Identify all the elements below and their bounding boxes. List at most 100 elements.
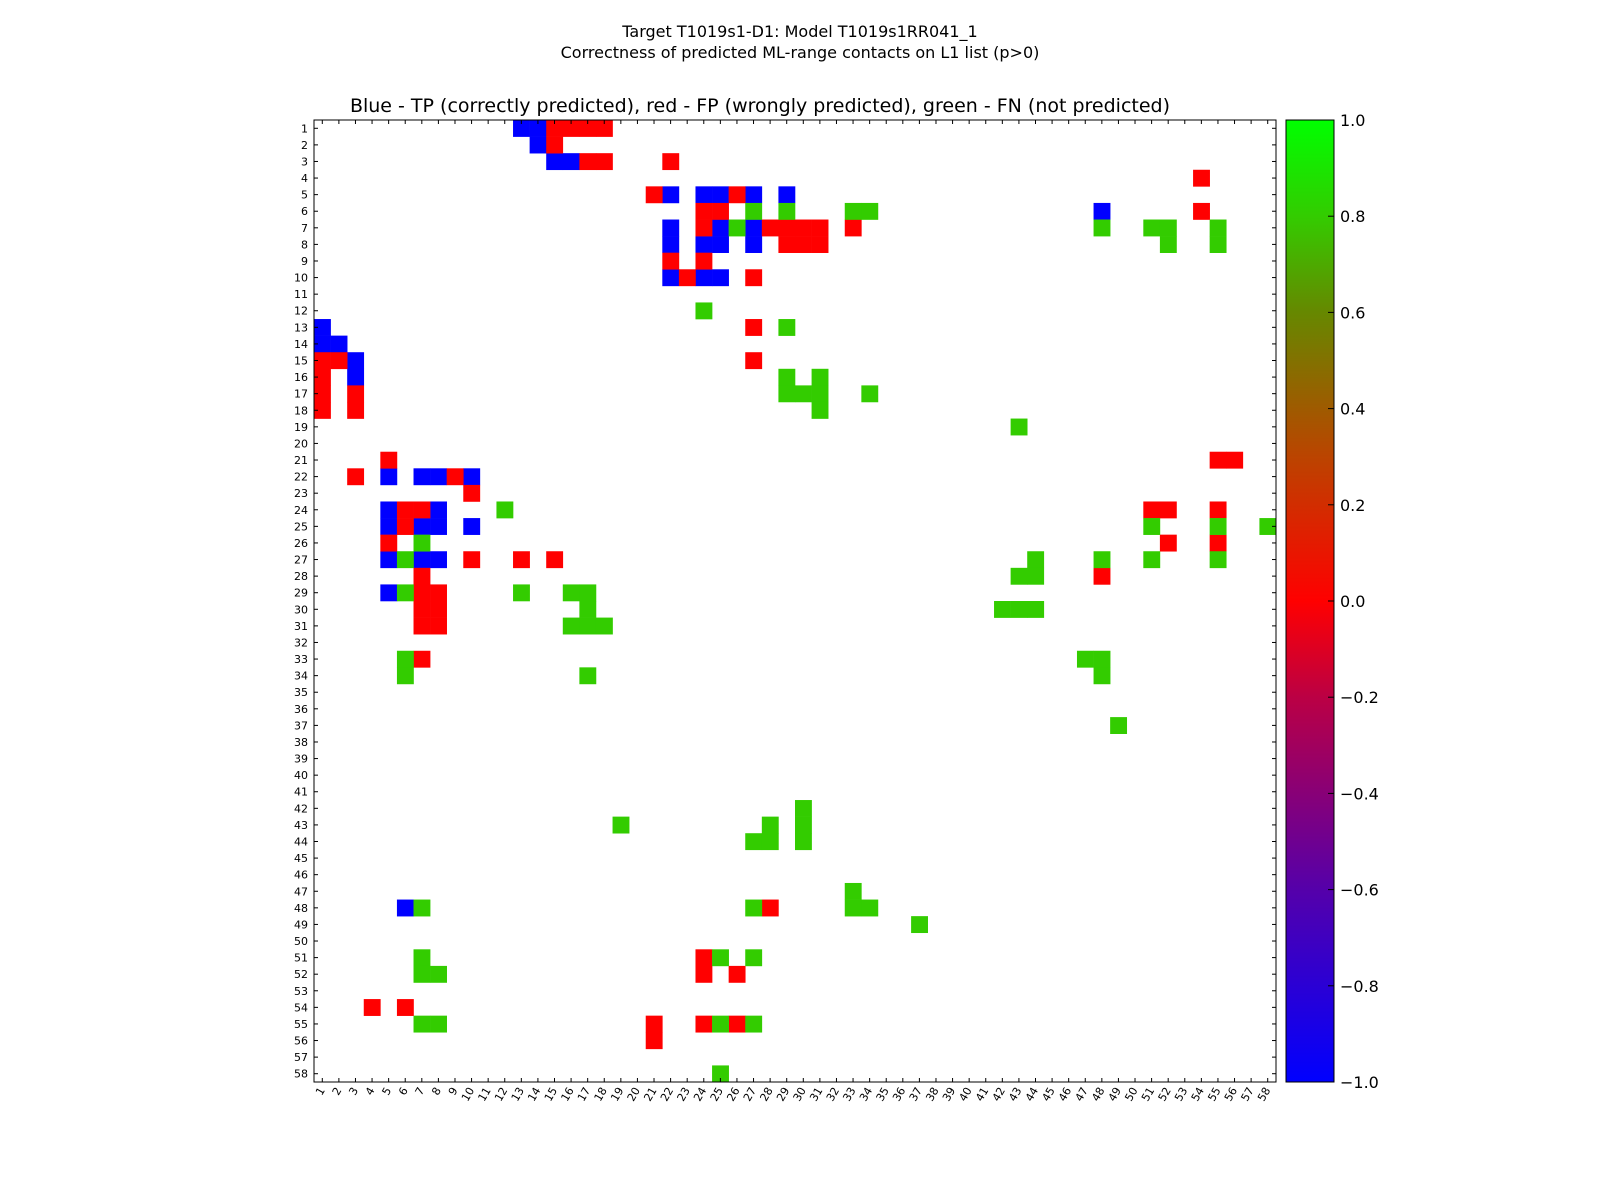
cell-fn-44-28 [761, 833, 779, 851]
cell-fp-22-3 [347, 468, 365, 486]
cell-tp-10-22 [662, 269, 680, 287]
colorbar-tick-label: −0.8 [1340, 977, 1379, 996]
cell-fn-7-51 [1143, 219, 1161, 237]
x-tick-label: 12 [492, 1085, 510, 1104]
y-tick-label: 4 [301, 172, 308, 185]
cell-tp-7-22 [662, 219, 680, 237]
cell-fp-24-52 [1159, 501, 1177, 519]
cell-fn-31-17 [579, 617, 597, 635]
x-tick-label: 40 [956, 1085, 974, 1104]
x-tick-label: 25 [708, 1085, 726, 1104]
cell-fn-16-31 [811, 368, 829, 386]
cell-fp-7-31 [811, 219, 829, 237]
cell-tp-3-16 [562, 153, 580, 171]
cell-fn-17-31 [811, 385, 829, 403]
x-tick-label: 6 [396, 1085, 411, 1098]
x-tick-label: 23 [675, 1085, 693, 1104]
cell-fp-25-6 [396, 518, 414, 535]
cell-fp-30-8 [430, 601, 447, 618]
colorbar-tick-label: 0.4 [1340, 400, 1365, 419]
cell-fp-18-3 [347, 401, 365, 419]
cell-fn-29-6 [396, 584, 414, 602]
cell-fn-25-51 [1143, 518, 1161, 535]
cell-fp-55-24 [695, 1015, 713, 1033]
cell-fp-9-24 [695, 252, 713, 270]
colorbar-tick-label: −0.2 [1340, 688, 1379, 707]
cell-fp-7-28 [761, 219, 779, 237]
cell-tp-10-25 [712, 269, 729, 287]
cell-fn-17-29 [778, 385, 796, 403]
cell-fp-30-7 [413, 601, 431, 618]
x-tick-label: 21 [641, 1085, 659, 1104]
cell-fn-7-52 [1159, 219, 1177, 237]
x-tick-label: 35 [874, 1085, 892, 1104]
cell-fp-16-1 [314, 368, 331, 386]
cell-fn-31-16 [562, 617, 580, 635]
cell-tp-1-13 [513, 120, 530, 137]
x-tick-label: 13 [509, 1085, 527, 1104]
y-tick-label: 54 [294, 1001, 308, 1014]
cell-tp-48-6 [396, 899, 414, 917]
x-tick-label: 5 [379, 1085, 394, 1098]
cell-fn-37-49 [1110, 717, 1128, 734]
cell-fn-58-25 [712, 1065, 729, 1083]
cell-fp-21-56 [1226, 451, 1244, 469]
cell-fn-29-13 [513, 584, 530, 602]
x-tick-label: 3 [346, 1085, 361, 1098]
colorbar-tick-label: 0.8 [1340, 207, 1365, 226]
y-tick-label: 14 [294, 338, 308, 351]
y-tick-label: 27 [294, 554, 308, 567]
cell-fn-7-48 [1093, 219, 1111, 237]
cell-tp-14-2 [330, 335, 348, 353]
x-tick-label: 31 [807, 1085, 825, 1104]
y-tick-label: 8 [301, 238, 308, 251]
y-tick-label: 31 [294, 620, 308, 633]
y-tick-label: 13 [294, 321, 308, 334]
y-tick-label: 12 [294, 305, 308, 318]
cell-tp-22-5 [380, 468, 398, 486]
cell-tp-5-27 [745, 186, 763, 204]
cell-fp-27-13 [513, 551, 530, 569]
x-tick-label: 50 [1122, 1085, 1140, 1104]
cell-fn-25-58 [1259, 518, 1277, 535]
cell-fn-51-7 [413, 949, 431, 967]
cell-fn-27-44 [1027, 551, 1045, 569]
x-tick-label: 44 [1023, 1085, 1041, 1104]
y-tick-label: 9 [301, 255, 308, 268]
cell-fp-51-24 [695, 949, 713, 967]
x-tick-label: 51 [1139, 1085, 1157, 1104]
y-tick-label: 57 [294, 1051, 308, 1064]
cell-fp-28-7 [413, 567, 431, 585]
cell-fp-54-6 [396, 999, 414, 1016]
x-tick-label: 37 [907, 1085, 925, 1104]
colorbar-tick-label: 0.0 [1340, 592, 1365, 611]
y-tick-label: 37 [294, 719, 308, 732]
cell-fn-28-43 [1010, 567, 1028, 585]
y-tick-label: 58 [294, 1068, 308, 1081]
x-tick-label: 17 [575, 1085, 593, 1104]
y-tick-label: 42 [294, 802, 308, 815]
y-tick-label: 39 [294, 753, 308, 766]
y-tick-label: 45 [294, 852, 308, 865]
cell-tp-27-8 [430, 551, 447, 569]
y-tick-label: 36 [294, 703, 308, 716]
x-tick-label: 58 [1255, 1085, 1273, 1104]
y-tick-label: 5 [301, 189, 308, 202]
cell-tp-25-7 [413, 518, 431, 535]
cell-tp-3-15 [546, 153, 564, 171]
y-tick-label: 2 [301, 139, 308, 152]
cell-fp-27-15 [546, 551, 564, 569]
x-tick-label: 15 [542, 1085, 560, 1104]
cell-tp-22-8 [430, 468, 447, 486]
cell-fn-8-55 [1209, 236, 1227, 253]
y-tick-label: 38 [294, 736, 308, 749]
plot-title: Blue - TP (correctly predicted), red - F… [349, 95, 1171, 117]
y-tick-label: 21 [294, 454, 308, 467]
cell-fn-48-34 [861, 899, 879, 917]
y-tick-label: 16 [294, 371, 308, 384]
y-tick-label: 10 [294, 272, 308, 285]
cell-fp-4-54 [1193, 169, 1210, 187]
cell-tp-2-14 [529, 136, 547, 154]
x-tick-label: 27 [741, 1085, 759, 1104]
cell-fn-16-29 [778, 368, 796, 386]
